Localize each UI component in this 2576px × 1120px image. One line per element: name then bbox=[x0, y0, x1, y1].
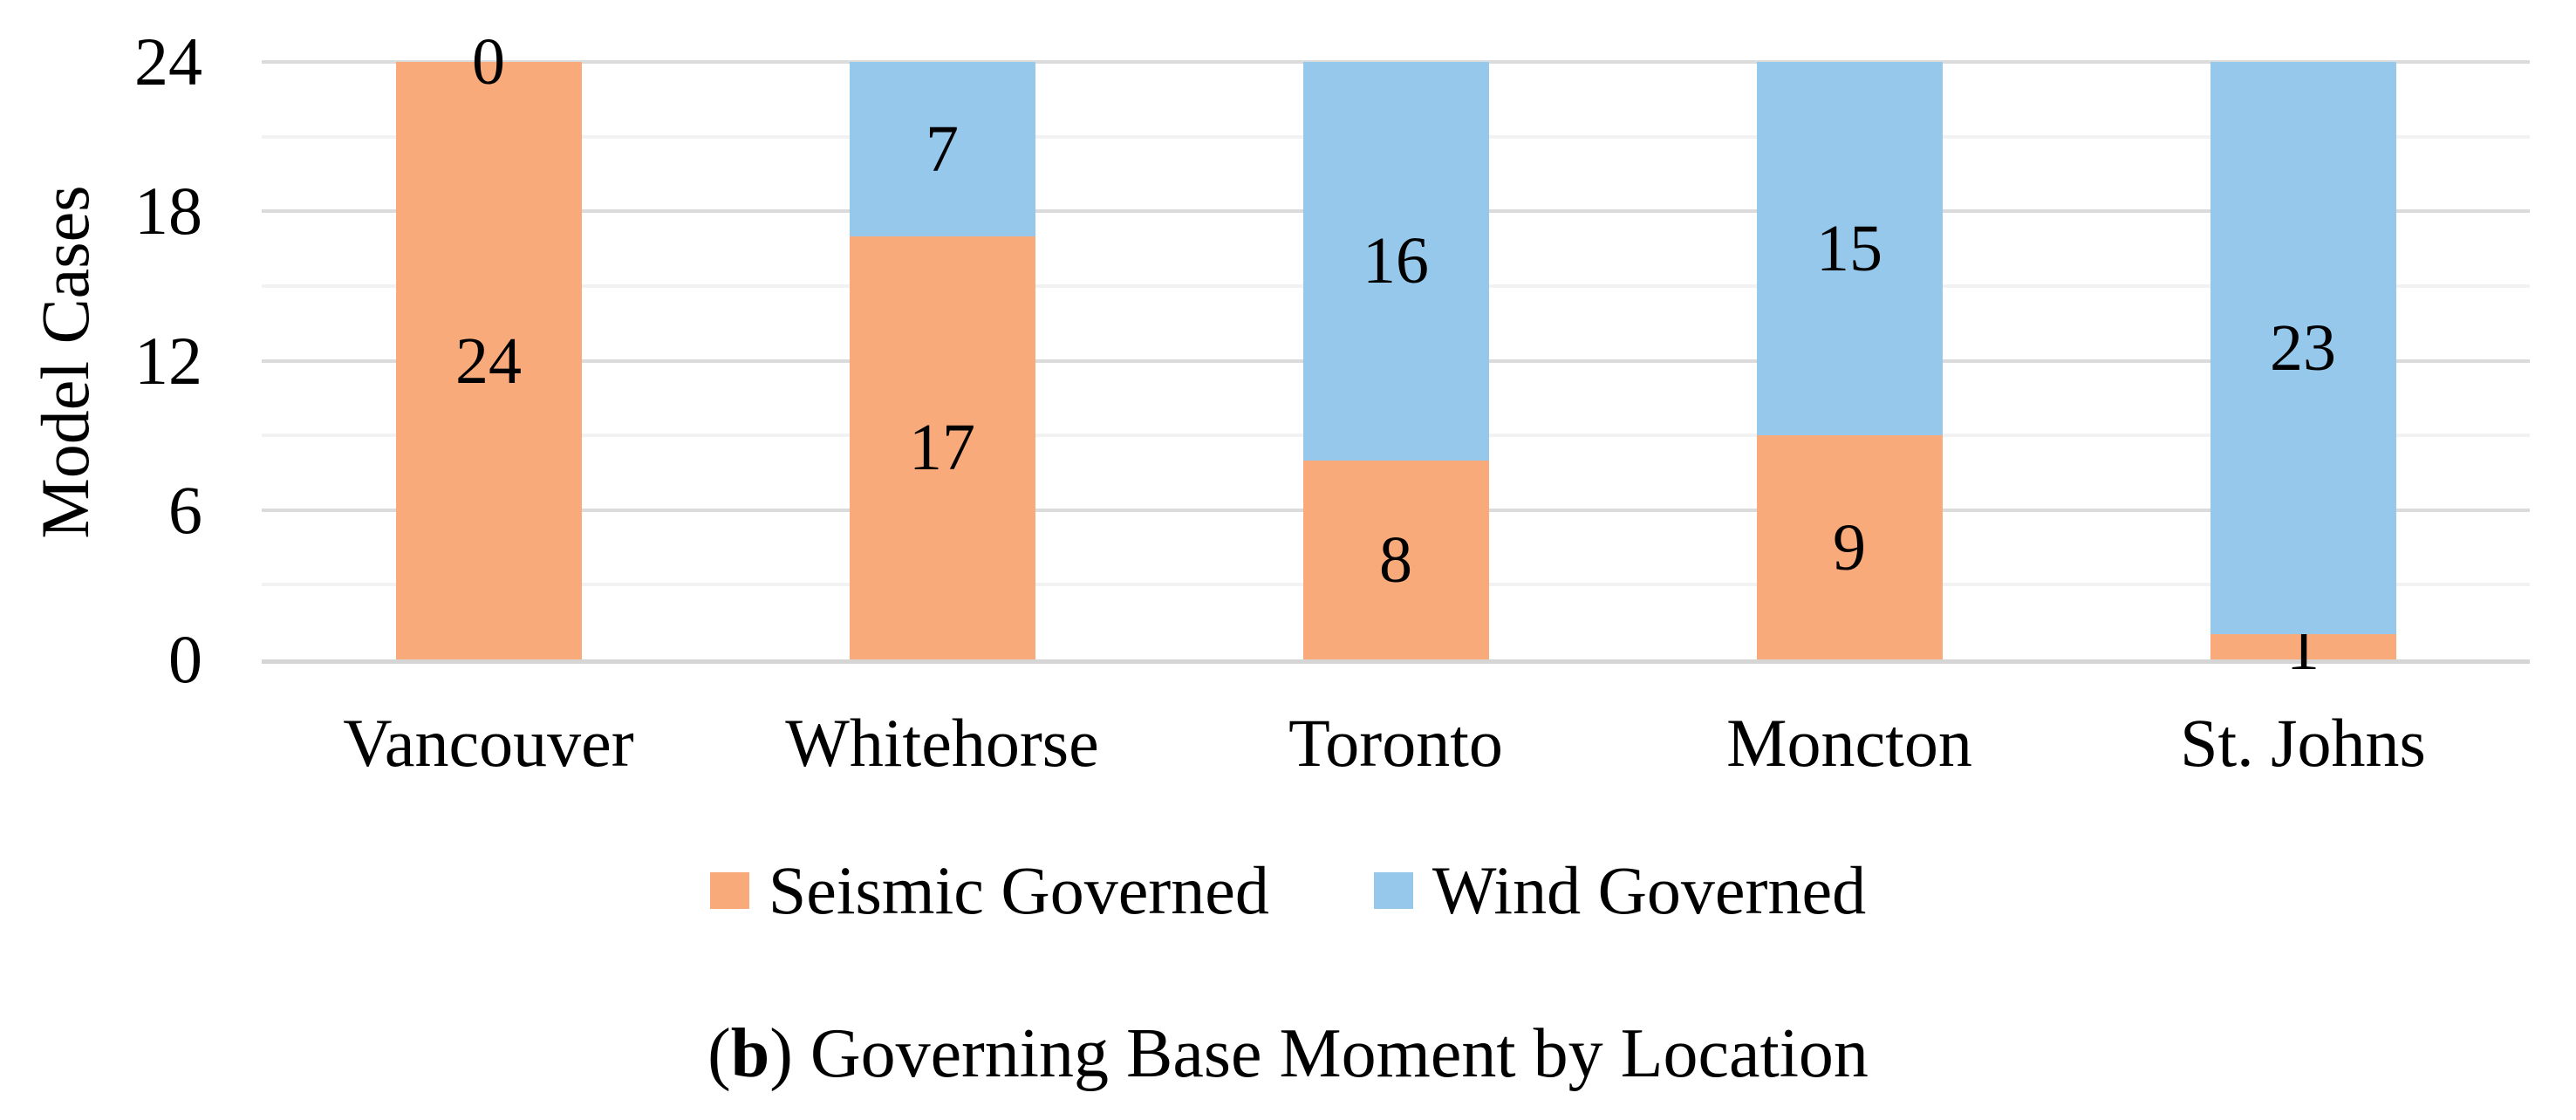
data-label: 24 bbox=[455, 324, 522, 398]
category-label: Moncton bbox=[1726, 705, 1972, 781]
y-tick-label: 6 bbox=[168, 471, 202, 548]
data-label: 23 bbox=[2270, 311, 2336, 386]
y-tick-label: 0 bbox=[168, 621, 202, 697]
legend-label: Seismic Governed bbox=[768, 852, 1269, 928]
caption-open-paren: ( bbox=[707, 1015, 731, 1092]
data-label: 9 bbox=[1833, 510, 1866, 584]
bar-segment-seismic-governed bbox=[2210, 634, 2396, 659]
data-label: 15 bbox=[1816, 212, 1882, 286]
data-label: 0 bbox=[472, 25, 505, 99]
legend-item-wind-governed: Wind Governed bbox=[1373, 852, 1867, 928]
bar-segment-wind-governed bbox=[1756, 62, 1943, 436]
figure-caption: (b) Governing Base Moment by Location bbox=[0, 1019, 2576, 1089]
y-tick-label: 12 bbox=[134, 322, 202, 399]
legend-item-seismic-governed: Seismic Governed bbox=[709, 852, 1269, 928]
data-label: 17 bbox=[909, 411, 975, 485]
bar-segment-seismic-governed bbox=[1756, 435, 1943, 659]
legend-label: Wind Governed bbox=[1431, 852, 1867, 928]
legend-swatch-seismic-governed bbox=[709, 872, 749, 909]
caption-panel-letter: b bbox=[730, 1015, 770, 1092]
caption-text: ) Governing Base Moment by Location bbox=[769, 1015, 1869, 1092]
category-label: Vancouver bbox=[343, 705, 634, 781]
y-tick-label: 18 bbox=[134, 173, 202, 249]
data-label: 16 bbox=[1363, 224, 1429, 298]
bar-segment-wind-governed bbox=[1302, 62, 1489, 461]
bar-segment-seismic-governed bbox=[395, 62, 582, 659]
y-axis-title: Model Cases bbox=[27, 185, 103, 539]
legend: Seismic Governed Wind Governed bbox=[0, 853, 2576, 928]
category-label: Toronto bbox=[1288, 705, 1503, 781]
data-label: 7 bbox=[926, 112, 959, 186]
legend-swatch-wind-governed bbox=[1373, 872, 1413, 909]
x-axis-line bbox=[262, 659, 2530, 664]
category-label: St. Johns bbox=[2180, 705, 2426, 781]
bar-segment-seismic-governed bbox=[849, 236, 1035, 659]
data-label: 8 bbox=[1379, 522, 1412, 597]
bar-segment-seismic-governed bbox=[1302, 460, 1489, 659]
bar-segment-wind-governed bbox=[849, 62, 1035, 236]
bar-segment-wind-governed bbox=[2210, 62, 2396, 635]
category-label: Whitehorse bbox=[785, 705, 1099, 781]
y-tick-label: 24 bbox=[134, 24, 202, 99]
